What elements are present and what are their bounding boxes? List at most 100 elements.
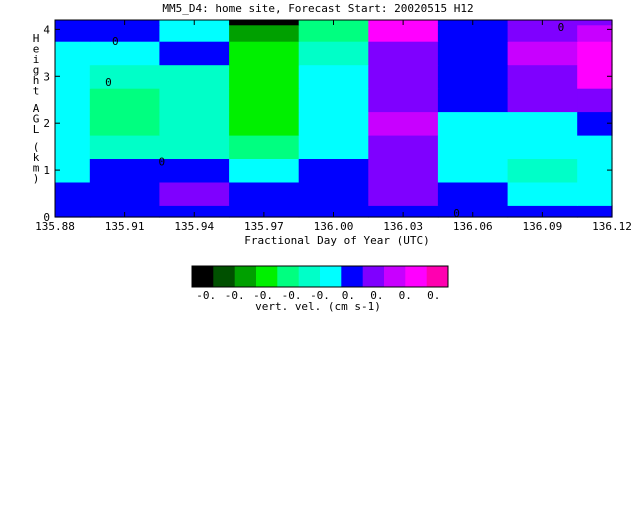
data-cell — [298, 111, 369, 136]
y-label-char: i — [33, 53, 40, 66]
colorbar-swatch — [277, 266, 300, 287]
data-cell — [229, 134, 300, 159]
data-cell — [298, 158, 369, 183]
y-label-char: h — [33, 74, 40, 87]
contour-label: 0 — [558, 21, 565, 34]
data-cell — [89, 111, 160, 136]
data-cell — [507, 111, 578, 136]
data-cell — [229, 205, 300, 218]
data-cell — [55, 181, 91, 206]
y-label-char: g — [33, 64, 40, 77]
colorbar-swatch — [213, 266, 236, 287]
y-label-char: t — [33, 85, 40, 98]
x-tick-label: 135.94 — [174, 220, 214, 233]
data-cell — [437, 64, 509, 89]
colorbar-label: vert. vel. (cm s-1) — [255, 300, 381, 313]
colorbar-swatch — [234, 266, 257, 287]
data-cell — [507, 205, 578, 218]
data-cell — [577, 64, 613, 89]
contour-label: 0 — [158, 156, 165, 169]
contour-labels: 0 0 0 0 0 — [105, 21, 564, 220]
x-tick-label: 136.09 — [523, 220, 563, 233]
data-cell — [577, 88, 613, 113]
y-label-char: A — [33, 102, 40, 115]
y-tick-label: 2 — [43, 117, 50, 130]
data-cell — [368, 158, 439, 183]
colorbar-swatch — [426, 266, 449, 287]
data-cell — [577, 111, 613, 136]
data-cell — [507, 134, 578, 159]
data-cell — [55, 111, 91, 136]
y-label-char: m — [33, 162, 40, 175]
data-cell — [437, 134, 509, 159]
data-cell — [437, 181, 509, 206]
x-tick-label: 136.12 — [592, 220, 632, 233]
data-cell — [507, 24, 578, 42]
x-tick-label: 136.00 — [314, 220, 354, 233]
colorbar-tick-label: 0. — [370, 289, 383, 302]
data-cell — [577, 41, 613, 66]
colorbar-tick-label: 0. — [342, 289, 355, 302]
data-cell — [437, 158, 509, 183]
data-cell — [55, 64, 91, 89]
data-cell — [159, 205, 230, 218]
data-cell — [229, 158, 300, 183]
x-tick-label: 136.06 — [453, 220, 493, 233]
data-cell — [89, 41, 160, 66]
contour-label: 0 — [105, 76, 112, 89]
colorbar-tick-label: 0. — [427, 289, 440, 302]
data-cell — [89, 205, 160, 218]
colorbar-swatch — [320, 266, 342, 287]
data-cell — [577, 205, 613, 218]
x-axis: 135.88 135.91 135.94 135.97 136.00 136.03 136.… — [35, 20, 632, 233]
data-cell — [368, 134, 439, 159]
data-cell — [368, 41, 439, 66]
y-label-char: L — [33, 123, 40, 136]
data-cell — [159, 41, 230, 66]
data-cell — [437, 24, 509, 42]
data-cell — [577, 158, 613, 183]
contour-label: 0 — [112, 35, 119, 48]
data-cell — [159, 88, 230, 113]
data-cell — [89, 134, 160, 159]
data-cell — [298, 205, 369, 218]
data-cell — [507, 64, 578, 89]
data-cell — [298, 64, 369, 89]
data-cell — [298, 24, 369, 42]
data-cell — [159, 111, 230, 136]
data-cell — [368, 64, 439, 89]
data-cell — [507, 41, 578, 66]
colorbar-tick-label: 0. — [399, 289, 412, 302]
colorbar-swatch — [362, 266, 385, 287]
contour-label: 0 — [453, 207, 460, 220]
data-cell — [229, 88, 300, 113]
data-cell — [229, 181, 300, 206]
colorbar-swatch — [384, 266, 406, 287]
data-cell — [298, 181, 369, 206]
y-tick-label: 3 — [43, 70, 50, 83]
data-cell — [159, 158, 230, 183]
data-cell — [437, 88, 509, 113]
colorbar-tick-label: -0. — [225, 289, 245, 302]
data-cell — [368, 88, 439, 113]
colorbar-frame — [191, 265, 449, 288]
data-cell — [298, 88, 369, 113]
data-cell — [437, 111, 509, 136]
colorbar-swatch — [341, 266, 364, 287]
data-cell — [577, 20, 613, 26]
data-cell — [55, 24, 91, 42]
data-cell — [229, 24, 300, 42]
x-axis-label: Fractional Day of Year (UTC) — [244, 234, 429, 247]
data-cell — [577, 181, 613, 206]
colorbar-tick-label: -0. — [253, 289, 273, 302]
data-cell — [229, 64, 300, 89]
colorbar-tick-label: -0. — [310, 289, 330, 302]
data-cell — [55, 20, 91, 26]
data-cell — [437, 41, 509, 66]
y-label-char: ) — [33, 172, 40, 185]
data-cell — [368, 181, 439, 206]
data-cell — [89, 88, 160, 113]
plot-area — [55, 20, 613, 218]
